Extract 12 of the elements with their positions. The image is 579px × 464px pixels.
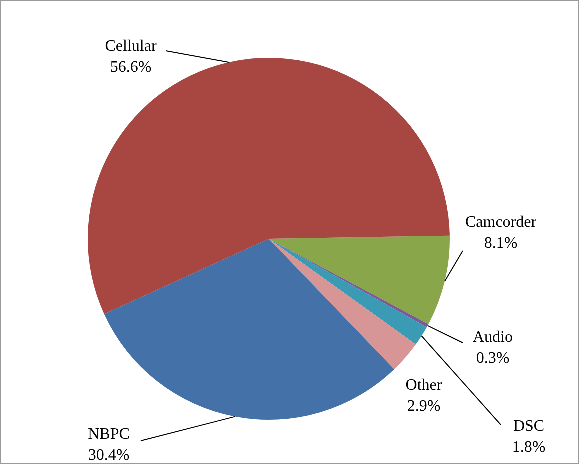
slice-label: Audio xyxy=(473,329,513,346)
data-label: 56.6% xyxy=(110,59,152,76)
data-label: 1.8% xyxy=(512,439,546,456)
slice-label: Other xyxy=(406,377,443,394)
slice-label: Cellular xyxy=(105,38,158,56)
data-label: 8.1% xyxy=(484,235,518,252)
data-label: 2.9% xyxy=(407,398,441,416)
slice-label: DSC xyxy=(513,418,545,436)
slice-label: NBPC xyxy=(88,426,130,444)
data-label: 30.4% xyxy=(88,447,130,464)
data-label: 0.3% xyxy=(476,350,510,368)
slice-label: Camcorder xyxy=(465,214,538,232)
